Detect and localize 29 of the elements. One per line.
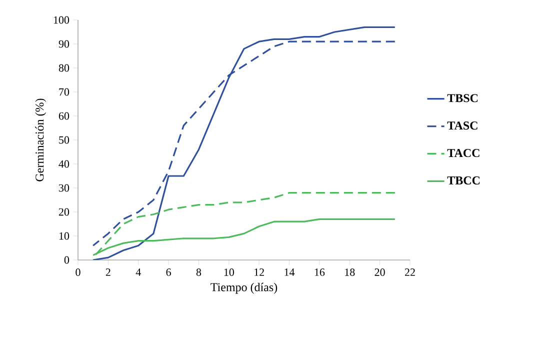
x-tick-label: 16 <box>314 268 325 276</box>
y-axis-title: Germinación (%) <box>35 98 46 182</box>
y-tick-label: 80 <box>58 64 70 72</box>
legend-label: TACC <box>447 148 480 158</box>
legend-label: TBSC <box>447 94 478 102</box>
y-tick-label: 60 <box>58 112 70 120</box>
x-tick-label: 4 <box>136 268 141 276</box>
y-tick-label: 20 <box>58 208 70 216</box>
x-tick-label: 20 <box>374 268 385 276</box>
y-tick-label: 100 <box>54 16 70 24</box>
y-tick-label: 70 <box>59 88 70 96</box>
x-tick-label: 12 <box>254 268 264 276</box>
x-axis-title: Tiempo (días) <box>210 282 278 294</box>
y-tick-label: 10 <box>59 232 70 240</box>
y-tick-label: 0 <box>64 256 70 264</box>
x-tick-label: 8 <box>196 268 202 276</box>
x-tick-label: 22 <box>404 268 415 276</box>
x-tick-label: 0 <box>76 268 80 276</box>
y-tick-label: 30 <box>59 184 70 192</box>
legend-label: TBCC <box>447 176 480 184</box>
legend-label: TASC <box>447 122 478 130</box>
x-tick-label: 10 <box>224 268 234 276</box>
x-tick-label: 6 <box>166 268 171 276</box>
x-tick-label: 2 <box>106 268 110 276</box>
x-tick-label: 14 <box>284 268 295 276</box>
y-tick-label: 50 <box>59 136 70 144</box>
y-tick-label: 90 <box>58 40 70 48</box>
y-tick-label: 40 <box>58 160 70 168</box>
x-tick-label: 18 <box>345 268 355 276</box>
